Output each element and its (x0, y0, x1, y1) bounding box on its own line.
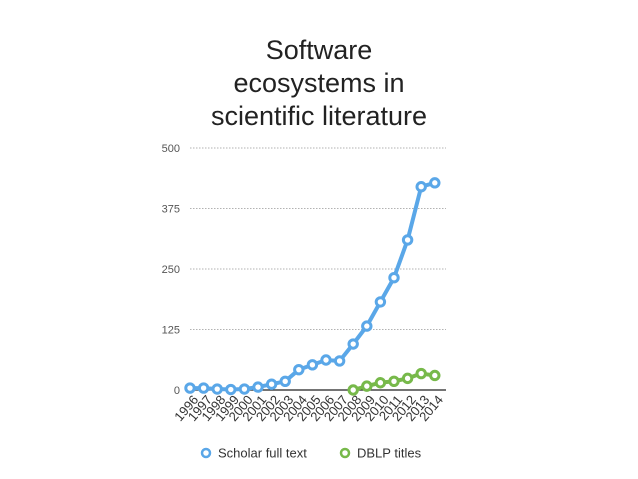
data-point (415, 181, 427, 193)
data-point (429, 177, 441, 189)
y-tick-label: 125 (162, 325, 180, 337)
data-point (347, 338, 359, 350)
data-point (361, 380, 373, 392)
data-point (374, 296, 387, 308)
chart-title: Software ecosystems in scientific litera… (0, 34, 638, 133)
data-point (252, 381, 264, 393)
legend-marker (200, 447, 212, 459)
data-point (211, 383, 223, 395)
data-point (238, 383, 251, 395)
data-point (388, 272, 400, 284)
data-point (306, 359, 319, 371)
series-2 (347, 367, 441, 396)
data-point (388, 375, 400, 387)
series-1 (184, 177, 441, 396)
chart-title-line-2: ecosystems in (233, 68, 405, 98)
data-point (401, 372, 414, 385)
data-point (374, 377, 387, 389)
grid (190, 147, 446, 391)
data-point (293, 363, 305, 376)
data-point (197, 382, 210, 394)
data-point (347, 384, 359, 396)
legend-label: DBLP titles (357, 446, 422, 461)
data-point (401, 234, 414, 246)
legend-item: Scholar full text (200, 446, 307, 461)
legend-item: DBLP titles (339, 446, 422, 461)
y-tick-label: 0 (174, 385, 180, 397)
legend-label: Scholar full text (218, 446, 307, 461)
data-point (279, 375, 291, 387)
y-axis: 0 125 250 375 500 (162, 143, 180, 397)
chart-title-line-3: scientific literature (210, 101, 428, 131)
legend: Scholar full text DBLP titles (200, 446, 422, 461)
data-point (333, 355, 346, 367)
data-point (320, 354, 332, 366)
x-axis: 1996199719981999200020012002200320042005… (171, 392, 446, 424)
y-tick-label: 500 (162, 143, 180, 155)
y-tick-label: 250 (162, 264, 180, 276)
y-tick-label: 375 (162, 204, 180, 216)
data-point (415, 367, 427, 380)
data-point (184, 382, 196, 394)
series-line (188, 180, 437, 392)
data-point (265, 378, 278, 390)
chart-title-line-1: Software (265, 35, 373, 65)
series (184, 177, 441, 396)
legend-marker (339, 447, 351, 459)
data-point (429, 369, 441, 382)
data-point (361, 320, 373, 332)
data-point (225, 383, 237, 396)
